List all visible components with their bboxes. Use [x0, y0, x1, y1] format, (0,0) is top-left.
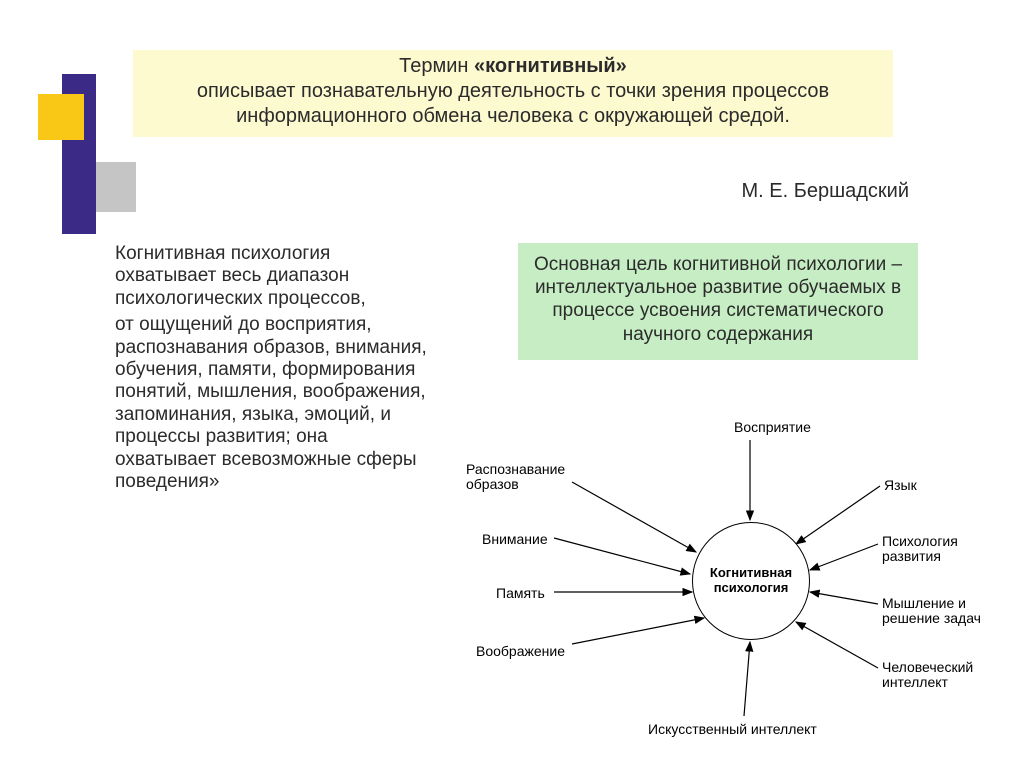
- title-bold: «когнитивный»: [474, 55, 627, 77]
- diagram-arrow: [796, 486, 880, 544]
- title-rest: описывает познавательную деятельность с …: [197, 80, 829, 127]
- diagram-node-label: Человеческийинтеллект: [882, 660, 973, 691]
- diagram-node-label: Язык: [884, 478, 917, 493]
- left-p2: от ощущений до восприятия, распознавания…: [115, 314, 427, 493]
- goal-box: Основная цель когнитивной психологии – и…: [518, 243, 918, 360]
- diagram-node-label: Внимание: [482, 532, 548, 547]
- diagram-arrow: [744, 642, 750, 716]
- diagram-node-label: Восприятие: [734, 420, 811, 435]
- author: М. Е. Бершадский: [741, 180, 909, 203]
- title-block: Термин «когнитивный» описывает познавате…: [133, 50, 893, 137]
- diagram-arrow: [572, 482, 696, 552]
- diagram: Когнитивная психология Восприятие Распозн…: [460, 404, 1000, 754]
- diagram-node-label: Воображение: [476, 644, 565, 659]
- diagram-arrow: [810, 592, 878, 604]
- decor-yellow: [38, 94, 84, 140]
- diagram-node-label: Распознаваниеобразов: [466, 462, 565, 493]
- diagram-node-label: Искусственный интеллект: [648, 722, 817, 737]
- diagram-node-label: Память: [496, 586, 545, 601]
- left-p1: Когнитивная психология охватывает весь д…: [115, 243, 427, 310]
- diagram-arrow: [554, 538, 690, 574]
- diagram-arrow: [572, 618, 704, 644]
- diagram-center-label: Когнитивная психология: [693, 566, 809, 596]
- diagram-node-label: Психологияразвития: [882, 534, 958, 565]
- title-prefix: Термин: [399, 55, 474, 77]
- left-text: Когнитивная психология охватывает весь д…: [115, 243, 427, 497]
- diagram-arrow: [810, 544, 878, 570]
- diagram-arrow: [796, 622, 878, 668]
- diagram-node-label: Мышление ирешение задач: [882, 596, 981, 627]
- diagram-center: Когнитивная психология: [692, 522, 810, 640]
